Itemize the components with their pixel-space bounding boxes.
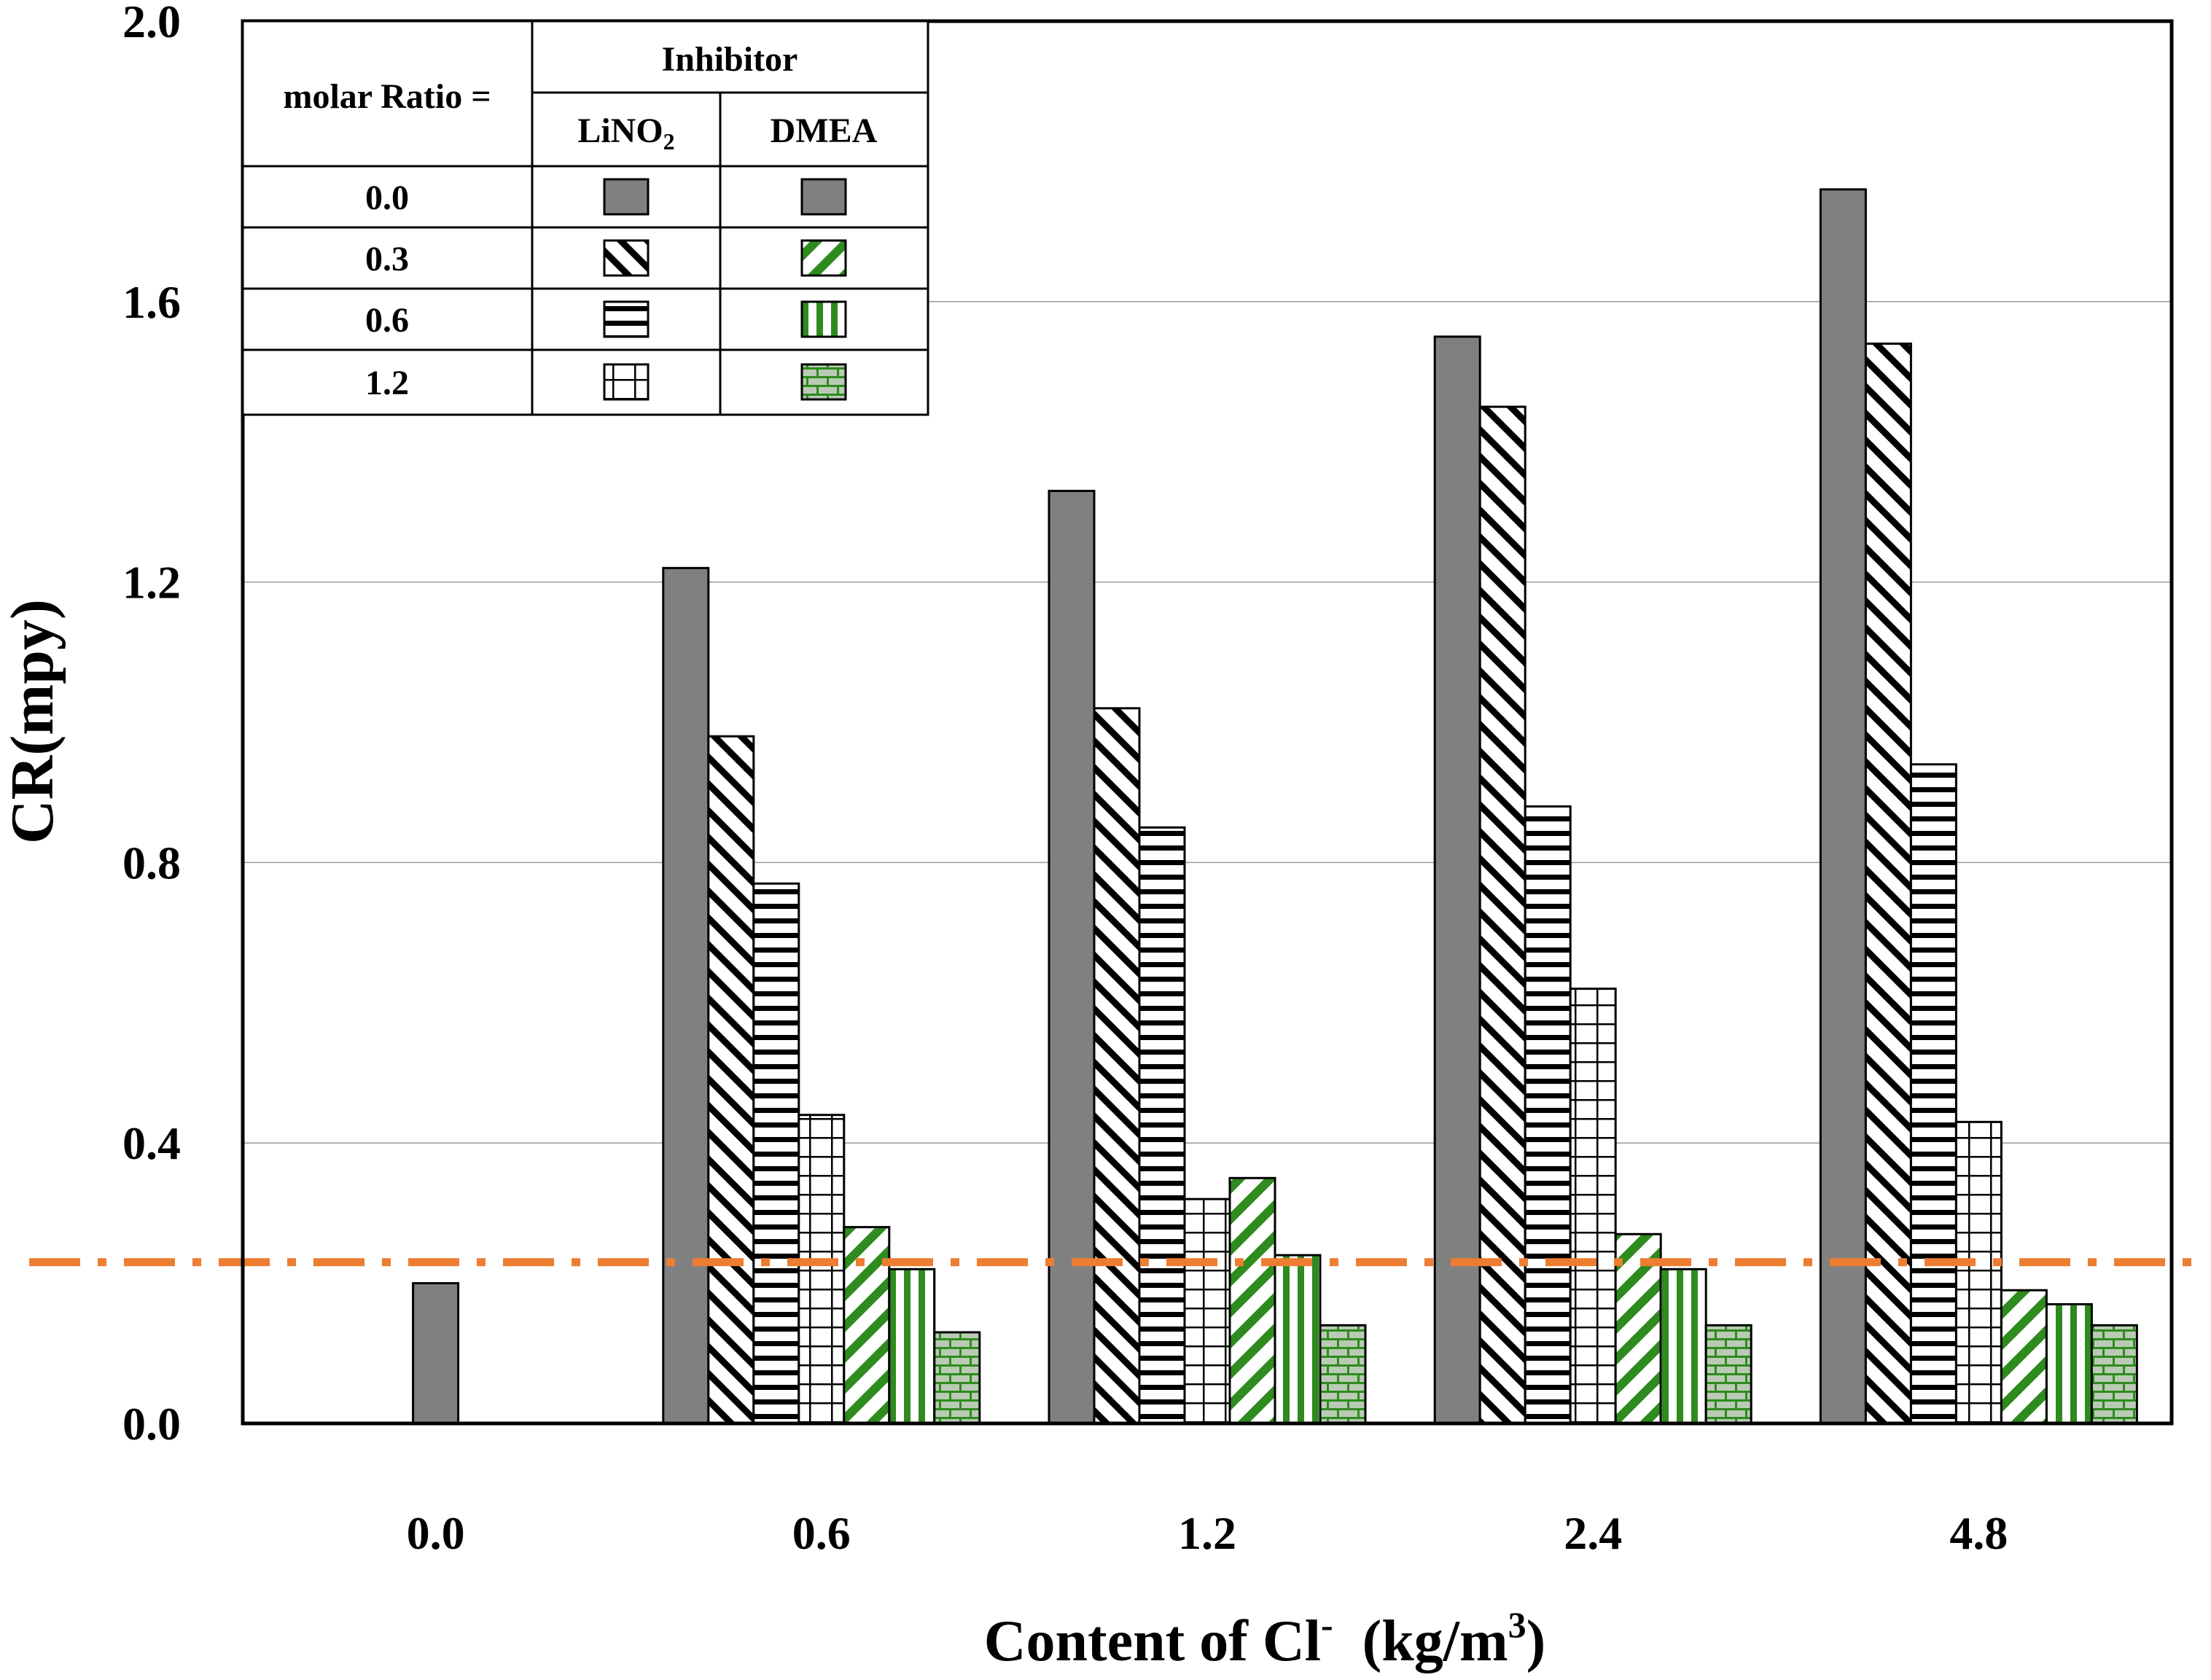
y-tick-label: 2.0: [122, 0, 181, 47]
legend-row-label: 0.3: [365, 240, 409, 278]
bar: [1659, 1267, 1707, 1425]
x-tick-label: 0.0: [407, 1507, 465, 1559]
bars: [412, 188, 2138, 1425]
legend-swatch: [603, 300, 650, 338]
bar: [1319, 1324, 1367, 1425]
bar: [662, 566, 710, 1425]
bar: [2045, 1302, 2093, 1425]
plot-frame: [241, 19, 2174, 1426]
legend-swatch: [800, 363, 847, 401]
bar: [1569, 988, 1617, 1425]
bar: [2000, 1289, 2048, 1425]
bar: [1478, 405, 1526, 1425]
x-tick-label: 2.4: [1564, 1507, 1622, 1559]
y-axis-title: CR(mpy): [0, 599, 66, 844]
bar: [933, 1331, 981, 1425]
y-tick-label: 1.2: [122, 557, 181, 609]
x-tick-label: 4.8: [1949, 1507, 2008, 1559]
y-tick-label: 0.0: [122, 1398, 181, 1450]
bar: [1048, 490, 1096, 1425]
bar: [1954, 1120, 2003, 1425]
bar: [1183, 1198, 1231, 1425]
bar: [1819, 188, 1867, 1425]
bar: [1524, 805, 1572, 1425]
y-tick-label: 1.6: [122, 276, 181, 328]
y-tick-label: 0.4: [122, 1117, 181, 1169]
x-tick-label: 0.6: [792, 1507, 851, 1559]
bar: [1138, 826, 1186, 1425]
legend-header-left: molar Ratio =: [283, 77, 491, 116]
legend-swatch: [603, 363, 650, 401]
bar: [707, 735, 755, 1425]
legend-swatch: [800, 178, 847, 216]
bar: [1093, 707, 1141, 1425]
legend-col-lino2: LiNO2: [577, 112, 674, 155]
bar: [1274, 1254, 1322, 1425]
legend-col-lino2-sub: 2: [663, 128, 675, 155]
y-tick-label: 0.8: [122, 837, 181, 888]
legend-swatch: [800, 300, 847, 338]
bar: [1864, 343, 1912, 1425]
bar: [888, 1267, 936, 1425]
legend-swatch: [603, 239, 650, 277]
x-axis-ticks: 0.0 0.6 1.2 2.4 4.8: [407, 1507, 2008, 1559]
x-axis-title-main: Content of Cl: [984, 1609, 1321, 1673]
x-axis-title: Content of Cl- (kg/m3): [984, 1604, 1545, 1673]
bar: [412, 1282, 460, 1425]
legend-header-top: Inhibitor: [662, 40, 798, 79]
legend-row-label: 1.2: [365, 364, 409, 402]
bar: [843, 1226, 891, 1425]
legend-row-label: 0.6: [365, 301, 409, 340]
legend: molar Ratio = Inhibitor LiNO2 DMEA 0.00.…: [241, 20, 929, 416]
x-axis-title-unit-close: ): [1526, 1609, 1546, 1673]
bar: [798, 1114, 846, 1425]
bar: [2090, 1324, 2138, 1425]
bar: [1228, 1176, 1276, 1425]
x-axis-title-unit: (kg/m: [1333, 1609, 1508, 1673]
legend-col-dmea: DMEA: [771, 112, 878, 150]
x-tick-label: 1.2: [1178, 1507, 1236, 1559]
legend-rows: 0.0 0.3 0.6 1.2: [365, 178, 847, 402]
x-axis-title-unit-sup: 3: [1508, 1604, 1526, 1645]
legend-row-label: 0.0: [365, 179, 409, 217]
legend-swatch: [800, 239, 847, 277]
x-axis-title-sup: -: [1321, 1604, 1333, 1645]
legend-swatch: [603, 178, 650, 216]
y-axis-ticks: 0.0 0.4 0.8 1.2 1.6 2.0: [122, 0, 181, 1450]
legend-col-lino2-main: LiNO: [577, 112, 663, 150]
bar: [1909, 763, 1957, 1425]
bar: [1704, 1324, 1752, 1425]
bar: [752, 882, 800, 1425]
